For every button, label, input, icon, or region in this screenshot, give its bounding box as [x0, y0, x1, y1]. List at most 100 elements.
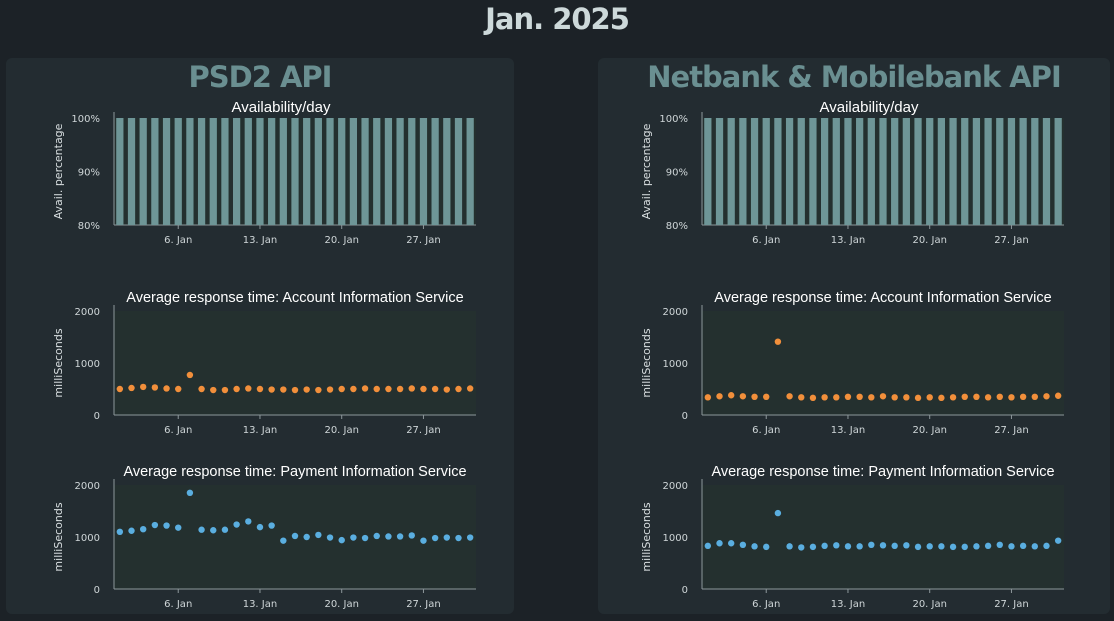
- data-point: [891, 394, 898, 401]
- data-point: [396, 385, 404, 393]
- data-point: [914, 394, 922, 402]
- y-tick-label: 2000: [663, 307, 688, 318]
- data-point: [739, 393, 747, 400]
- data-point: [914, 543, 922, 551]
- x-tick-label: 6. Jan: [752, 425, 780, 436]
- data-point: [821, 394, 828, 401]
- availability-bar: [303, 118, 311, 225]
- x-tick-label: 27. Jan: [406, 425, 441, 436]
- availability-bar: [197, 118, 206, 225]
- availability-bar: [972, 118, 981, 225]
- availability-bar: [443, 118, 451, 225]
- data-point: [256, 523, 264, 531]
- data-point: [1031, 393, 1039, 400]
- data-point: [280, 537, 287, 544]
- chart-response-time: Average response time: Payment Informati…: [640, 464, 1064, 610]
- data-point: [233, 385, 240, 393]
- chart-response-time: Average response time: Account Informati…: [52, 290, 476, 436]
- availability-bar: [996, 118, 1004, 225]
- data-point: [961, 393, 968, 400]
- data-point: [256, 385, 264, 393]
- chart-title: Average response time: Payment Informati…: [123, 464, 466, 480]
- x-tick-label: 27. Jan: [406, 599, 441, 610]
- availability-bar: [820, 118, 829, 225]
- data-point: [1043, 393, 1050, 400]
- y-axis-label: milliSeconds: [52, 502, 65, 571]
- data-point: [938, 394, 945, 402]
- availability-bar: [256, 118, 264, 225]
- x-tick-label: 13. Jan: [243, 425, 278, 436]
- data-point: [350, 385, 357, 393]
- availability-bar: [116, 118, 124, 225]
- y-tick-label: 80%: [78, 221, 100, 232]
- y-tick-label: 80%: [666, 221, 688, 232]
- data-point: [315, 531, 322, 539]
- availability-bar: [396, 118, 404, 225]
- data-point: [879, 542, 887, 549]
- availability-bar: [949, 118, 957, 225]
- data-point: [1054, 392, 1062, 399]
- availability-bar: [914, 118, 922, 225]
- availability-bar: [1042, 118, 1051, 225]
- data-point: [1019, 393, 1027, 400]
- data-point: [938, 543, 945, 550]
- data-point: [844, 543, 852, 550]
- availability-bar: [704, 118, 712, 225]
- y-tick-label: 100%: [71, 114, 100, 125]
- x-tick-label: 6. Jan: [752, 235, 780, 246]
- availability-bar: [1054, 118, 1062, 225]
- data-point: [443, 534, 451, 541]
- data-point: [385, 385, 392, 393]
- data-point: [833, 542, 840, 549]
- y-axis-label: milliSeconds: [640, 502, 653, 571]
- chart-title: Average response time: Account Informati…: [126, 290, 463, 306]
- data-point: [844, 393, 852, 400]
- availability-bar: [127, 118, 136, 225]
- availability-bar: [209, 118, 217, 225]
- y-axis-label: milliSeconds: [640, 328, 653, 397]
- data-point: [210, 527, 217, 534]
- data-point: [198, 526, 205, 533]
- data-point: [326, 386, 334, 393]
- data-point: [984, 542, 992, 550]
- data-point: [268, 522, 275, 529]
- data-point: [198, 385, 205, 393]
- chart-availability: Availability/day 80% 90% 100% Avail. percent…: [640, 99, 1064, 246]
- y-tick-label: 1000: [75, 359, 100, 370]
- availability-bar: [384, 118, 393, 225]
- data-point: [116, 528, 124, 535]
- data-point: [163, 522, 170, 529]
- panel-title: PSD2 API: [188, 60, 333, 94]
- page-title: Jan. 2025: [485, 2, 630, 36]
- chart-title: Availability/day: [820, 99, 919, 116]
- data-point: [774, 338, 782, 345]
- x-tick-label: 13. Jan: [831, 425, 866, 436]
- y-axis-label: Avail. percentage: [640, 123, 653, 219]
- data-point: [408, 385, 415, 392]
- data-point: [139, 383, 147, 391]
- data-point: [926, 543, 933, 550]
- data-point: [973, 543, 980, 550]
- data-point: [361, 385, 369, 392]
- data-point: [151, 521, 159, 529]
- chart-title: Availability/day: [232, 99, 331, 116]
- data-point: [1008, 394, 1015, 401]
- data-point: [809, 394, 817, 402]
- data-point: [128, 527, 135, 534]
- data-point: [268, 386, 275, 393]
- data-point: [466, 534, 474, 541]
- x-tick-label: 6. Jan: [752, 599, 780, 610]
- chart-response-time: Average response time: Payment Informati…: [52, 464, 476, 610]
- x-tick-label: 6. Jan: [164, 425, 192, 436]
- availability-bar: [879, 118, 887, 225]
- data-point: [926, 394, 933, 401]
- data-point: [704, 394, 712, 401]
- data-point: [996, 541, 1003, 548]
- availability-bar: [174, 118, 182, 225]
- data-point: [233, 521, 240, 528]
- data-point: [455, 385, 462, 393]
- data-point: [373, 532, 380, 540]
- data-point: [786, 393, 793, 400]
- availability-bar: [1031, 118, 1039, 225]
- y-tick-label: 90%: [78, 168, 100, 179]
